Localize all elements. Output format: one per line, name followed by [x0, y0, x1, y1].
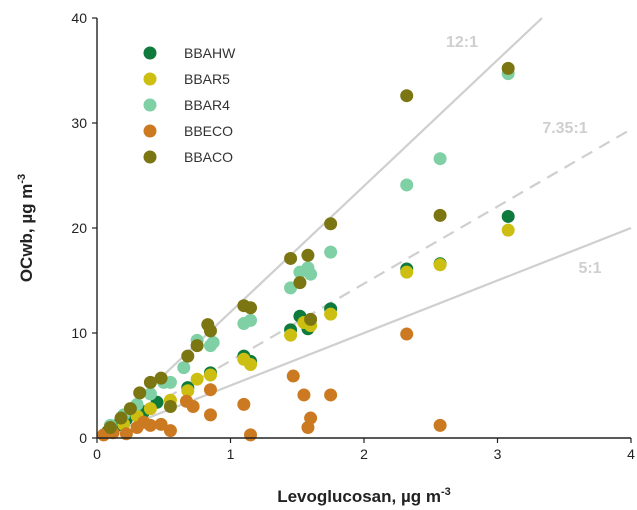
point-bbaco-3 — [133, 386, 147, 400]
legend-label-bbeco: BBECO — [184, 123, 233, 139]
y-axis-title: OCwb, µg m-3 — [16, 174, 36, 282]
ratio-line-0 — [96, 17, 543, 439]
point-bbar5-10 — [284, 328, 298, 342]
point-bbeco-6 — [154, 417, 168, 431]
point-bbar4-9 — [206, 335, 220, 349]
point-bbaco-18 — [400, 89, 414, 103]
data-points — [97, 61, 515, 442]
y-tick-label: 30 — [71, 115, 87, 131]
point-bbar4-17 — [400, 178, 414, 192]
point-bbar5-9 — [244, 358, 258, 371]
point-bbar5-15 — [433, 258, 447, 272]
point-bbahw-15 — [501, 209, 515, 223]
point-bbaco-8 — [190, 339, 204, 353]
point-bbar5-3 — [143, 402, 157, 416]
point-bbeco-15 — [297, 388, 311, 402]
point-bbaco-16 — [304, 312, 318, 326]
x-tick-label: 2 — [360, 446, 368, 462]
ratio-line-1 — [96, 128, 632, 439]
point-bbeco-18 — [324, 388, 338, 402]
y-tick-label: 10 — [71, 325, 87, 341]
y-tick-label: 20 — [71, 220, 87, 236]
y-tick-label: 0 — [79, 430, 87, 446]
point-bbar5-6 — [190, 372, 204, 386]
point-bbar5-13 — [324, 307, 338, 321]
point-bbaco-4 — [143, 375, 157, 389]
legend-label-bbaco: BBACO — [184, 149, 233, 165]
point-bbeco-2 — [119, 427, 133, 441]
axes — [92, 17, 632, 443]
point-bbeco-7 — [163, 424, 177, 438]
ratio-label-0: 12:1 — [446, 34, 478, 51]
point-bbar5-7 — [203, 368, 217, 382]
x-axis-title: Levoglucosan, µg m-3 — [277, 486, 451, 506]
point-bbar4-11 — [244, 313, 258, 327]
point-bbar4-6 — [177, 361, 191, 375]
point-bbeco-20 — [433, 418, 447, 432]
point-bbar5-14 — [400, 265, 414, 279]
y-axis-title-exponent: -3 — [16, 174, 28, 184]
legend-label-bbahw: BBAHW — [184, 45, 236, 61]
point-bbar5-5 — [181, 384, 195, 398]
point-bbeco-9 — [186, 400, 200, 413]
y-tick-label: 40 — [71, 10, 87, 26]
legend-label-bbar5: BBAR5 — [184, 71, 230, 87]
point-bbaco-17 — [324, 217, 338, 231]
point-bbaco-19 — [433, 208, 447, 222]
point-bbaco-6 — [163, 400, 177, 413]
legend-marker-bbar4 — [143, 98, 157, 112]
point-bbaco-2 — [123, 402, 137, 416]
point-bbaco-1 — [114, 411, 128, 425]
point-bbaco-5 — [154, 371, 168, 385]
reference-lines — [96, 17, 632, 440]
point-bbeco-10 — [203, 408, 217, 422]
point-bbar4-18 — [433, 152, 447, 166]
point-bbaco-10 — [203, 324, 217, 338]
ratio-labels: 12:1 7.35:1 5:1 — [446, 34, 602, 277]
point-bbeco-13 — [244, 428, 258, 442]
point-bbaco-12 — [244, 301, 258, 315]
x-tick-label: 3 — [494, 446, 502, 462]
x-tick-label: 1 — [227, 446, 235, 462]
point-bbeco-19 — [400, 327, 414, 341]
legend-marker-bbar5 — [143, 72, 157, 86]
ratio-line-2 — [96, 226, 632, 440]
point-bbeco-12 — [237, 397, 251, 411]
point-bbar4-15 — [304, 267, 318, 281]
point-bbaco-13 — [284, 251, 298, 265]
point-bbeco-5 — [143, 418, 157, 432]
x-tick-label: 4 — [627, 446, 635, 462]
point-bbaco-7 — [181, 349, 195, 363]
ratio-label-2: 5:1 — [578, 260, 601, 277]
point-bbaco-14 — [293, 276, 307, 290]
x-axis-title-exponent: -3 — [441, 486, 451, 498]
ratio-label-1: 7.35:1 — [542, 120, 587, 137]
point-bbaco-0 — [103, 421, 117, 434]
point-bbaco-15 — [301, 248, 315, 262]
point-bbeco-17 — [304, 411, 318, 425]
point-bbeco-11 — [203, 383, 217, 397]
point-bbeco-14 — [286, 369, 300, 383]
legend-marker-bbahw — [143, 46, 157, 60]
legend-marker-bbeco — [143, 124, 157, 138]
legend: BBAHW BBAR5 BBAR4 BBECO BBACO — [143, 45, 236, 165]
x-tick-label: 0 — [93, 446, 101, 462]
point-bbar4-3 — [143, 387, 157, 401]
legend-marker-bbaco — [143, 150, 157, 164]
point-bbar5-16 — [501, 223, 515, 237]
point-bbar4-16 — [324, 245, 338, 259]
point-bbaco-20 — [501, 61, 515, 75]
legend-label-bbar4: BBAR4 — [184, 97, 230, 113]
